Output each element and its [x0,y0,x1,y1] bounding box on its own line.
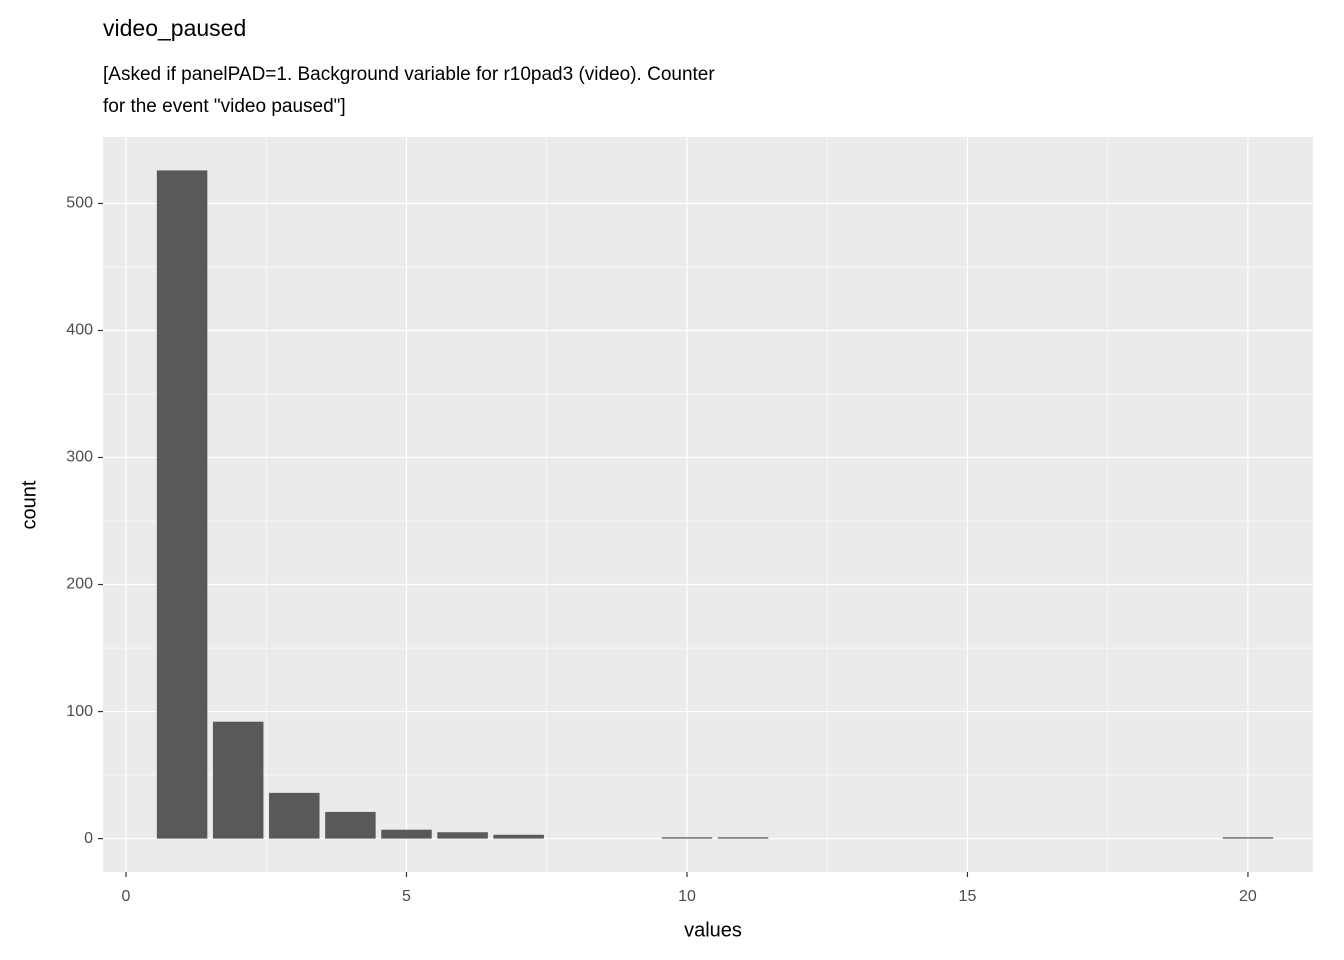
bar [493,834,544,839]
y-tick-label: 400 [66,322,93,339]
x-axis-title: values [684,919,742,941]
bar [269,792,320,839]
bar [437,832,488,839]
x-tick-label: 0 [122,888,131,905]
chart-subtitle: [Asked if panelPAD=1. Background variabl… [103,64,715,85]
y-tick-label: 0 [84,830,93,847]
bar [661,837,713,839]
x-tick-label: 5 [402,888,411,905]
bar [381,829,432,839]
panel [103,137,1313,872]
y-tick-label: 500 [66,195,93,212]
chart-subtitle: for the event "video paused"] [103,96,346,117]
y-axis-title: count [18,480,40,529]
y-tick-label: 200 [66,576,93,593]
x-tick-label: 20 [1239,888,1257,905]
x-tick-label: 15 [959,888,977,905]
bar [325,811,376,839]
y-tick-label: 300 [66,449,93,466]
y-tick-label: 100 [66,703,93,720]
chart-title: video_paused [103,15,246,41]
bar [717,837,769,839]
x-tick-label: 10 [678,888,696,905]
bar [1222,837,1274,839]
bar [212,721,264,839]
bar [156,170,208,839]
